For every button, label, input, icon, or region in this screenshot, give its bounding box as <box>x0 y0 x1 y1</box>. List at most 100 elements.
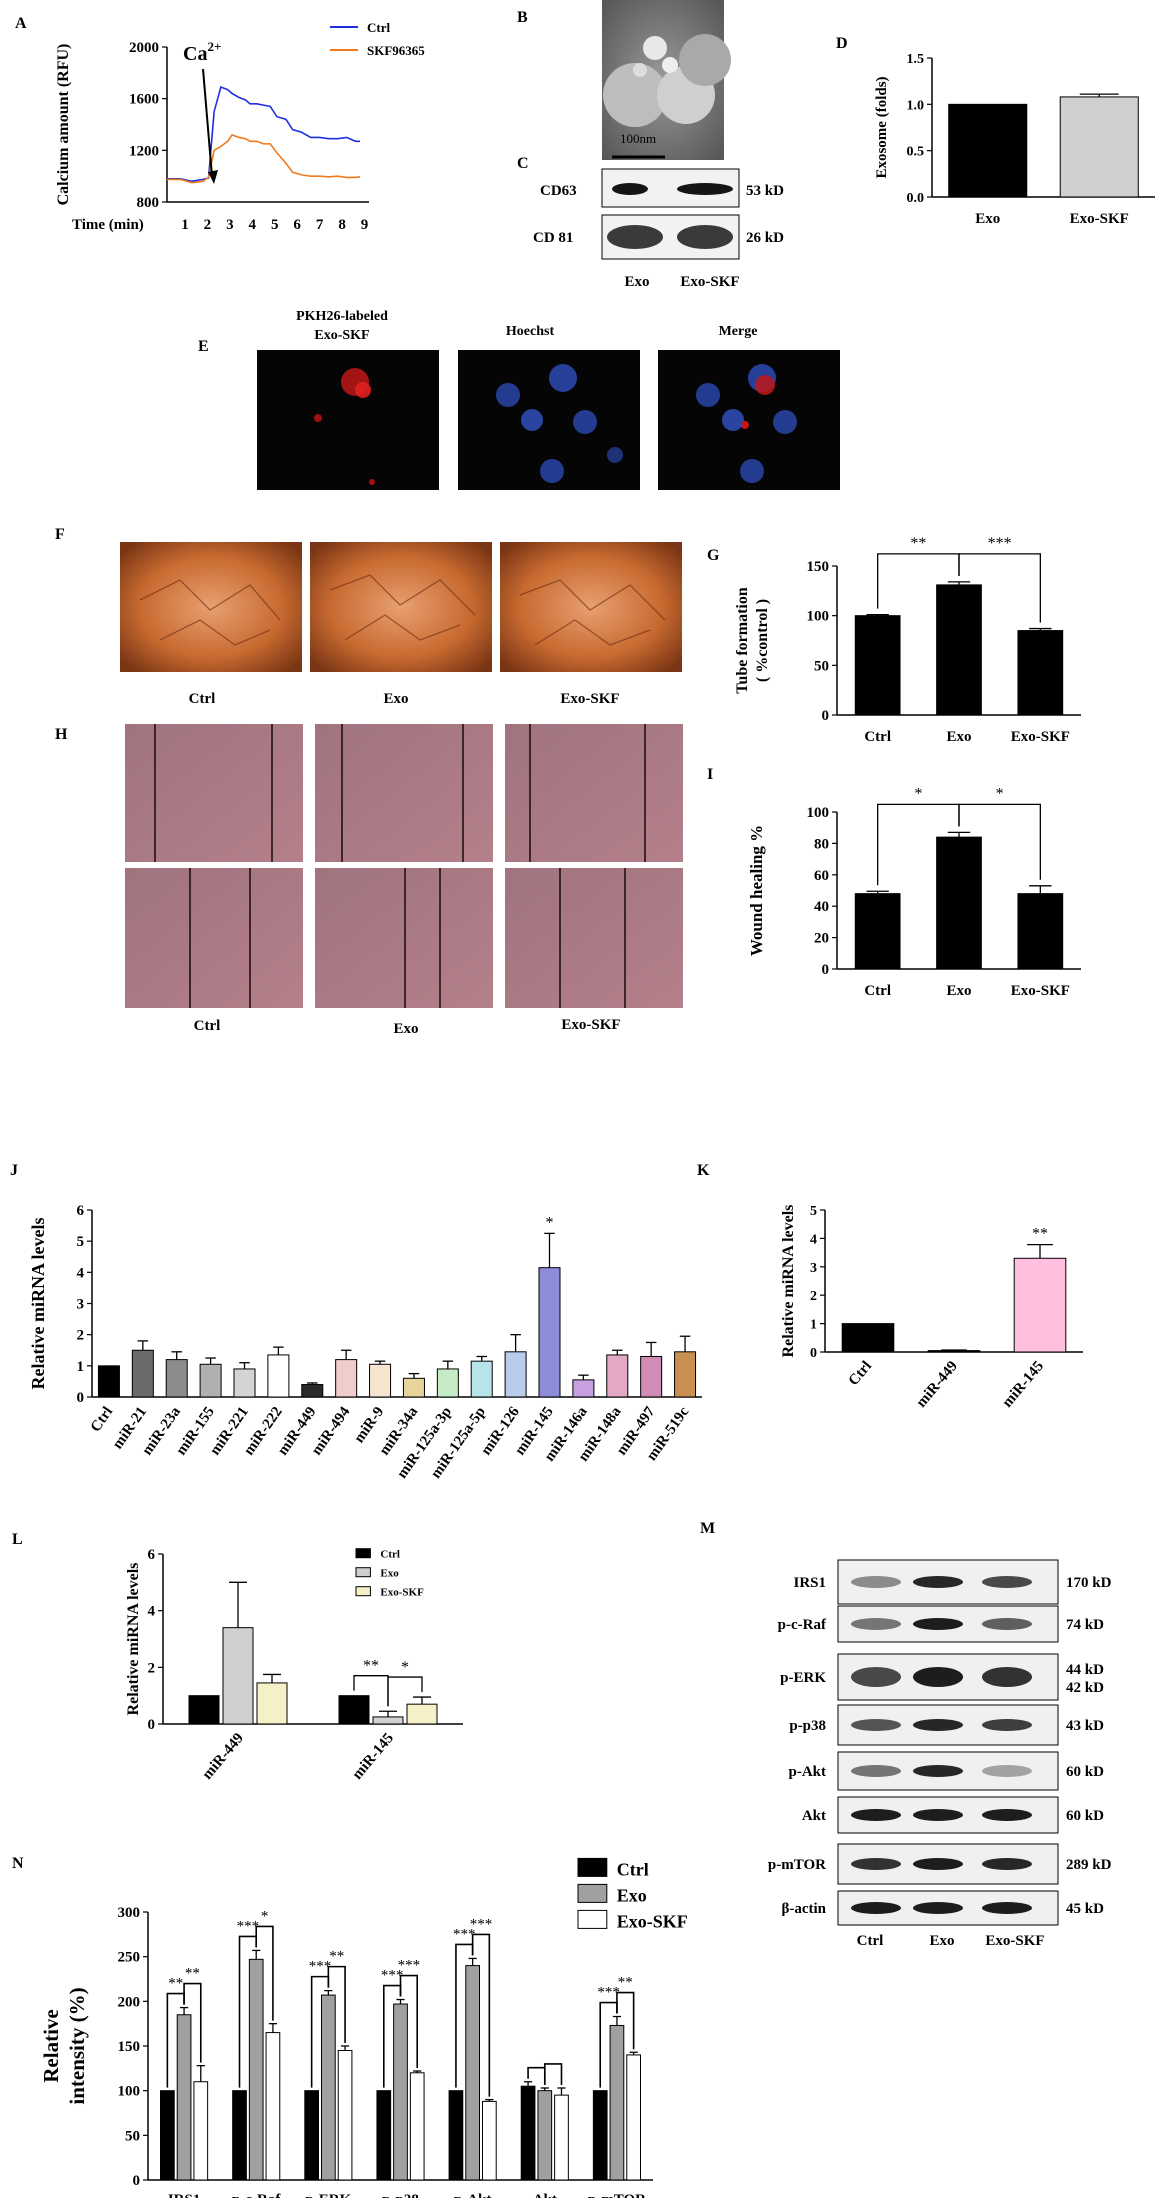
x-tick-label: Exo <box>975 211 1000 227</box>
bar-mir-449-exo <box>222 1627 254 1725</box>
blot-m-band <box>982 1618 1032 1630</box>
y-tick-label: 4 <box>77 1265 85 1281</box>
y-tick-label: 1.0 <box>907 98 925 113</box>
e-title-pkh26: PKH26-labeled <box>296 309 388 324</box>
bar-ctrl <box>854 615 901 716</box>
bar-exo <box>936 584 982 716</box>
blot-m-band <box>982 1809 1032 1821</box>
panel-letter-k: K <box>697 1162 710 1179</box>
y-tick-label: 250 <box>118 1950 141 1966</box>
bar-mir-221 <box>233 1368 256 1398</box>
bar-p-akt-exo-skf <box>481 2100 497 2181</box>
bar-mir-21 <box>131 1349 154 1398</box>
significance-star: * <box>401 1659 409 1676</box>
x-tick-label: miR-449 <box>199 1730 247 1782</box>
y-axis-label: Relative miRNA levels <box>28 1218 48 1390</box>
blot-m-row-label: β-actin <box>781 1901 826 1917</box>
y-tick-label: 50 <box>125 2128 140 2144</box>
panel-letter-m: M <box>700 1520 715 1537</box>
x-tick-label: miR-145 <box>349 1730 397 1782</box>
y-tick-label: 2 <box>148 1660 156 1676</box>
blot-m-row-label: p-c-Raf <box>778 1617 827 1633</box>
y-tick-label: 0 <box>822 708 830 724</box>
y-axis-label: Tube formation <box>734 587 751 694</box>
x-tick-label: 8 <box>338 217 346 233</box>
blot-m-band <box>982 1719 1032 1731</box>
x-tick-label: p-mTOR <box>588 2192 646 2198</box>
bar-p-erk-ctrl <box>304 2090 320 2181</box>
bar-p-c-raf-ctrl <box>232 2090 247 2181</box>
series-line-ctrl <box>167 85 361 183</box>
blot-m-band <box>982 1858 1032 1870</box>
y-tick-label: 1200 <box>129 143 159 159</box>
bar-mir-449-exo-skf <box>256 1682 288 1725</box>
bar-mir-126 <box>504 1351 527 1398</box>
bar-irs1-exo <box>176 2014 192 2181</box>
x-tick-label: Akt <box>533 2192 557 2198</box>
blot-m-band <box>851 1809 901 1821</box>
blot-m-kd-label: 43 kD <box>1066 1718 1104 1734</box>
y-tick-label: 20 <box>814 931 829 947</box>
bar-mir-449 <box>301 1384 324 1398</box>
h-label-ctrl: Ctrl <box>194 1018 221 1034</box>
blot-c-lane-exo-skf: Exo-SKF <box>680 274 739 290</box>
x-tick-label: p-c-Raf <box>232 2192 281 2198</box>
blot-m-row-label: p-mTOR <box>768 1857 826 1873</box>
bar-akt-ctrl <box>520 2085 536 2181</box>
panel-letter-g: G <box>707 547 720 564</box>
legend-swatch <box>577 1909 608 1929</box>
blot-m-band <box>982 1765 1032 1777</box>
y-axis-label: Relative miRNA levels <box>125 1563 142 1716</box>
fluorescence-images <box>257 350 840 490</box>
bar-exo <box>948 103 1028 198</box>
y-tick-label: 100 <box>807 805 830 821</box>
y-tick-label: 0 <box>148 1717 156 1733</box>
legend-label: Exo <box>617 1886 647 1906</box>
x-tick-label: 6 <box>293 217 301 233</box>
bar-p-p38-exo-skf <box>409 2072 425 2181</box>
y-tick-label: 2 <box>810 1289 817 1304</box>
y-tick-label: 5 <box>77 1234 85 1250</box>
significance-star: * <box>996 785 1004 802</box>
blot-m-lane-label: Exo-SKF <box>985 1933 1044 1949</box>
y-axis-label: Wound healing % <box>747 825 766 956</box>
x-tick-label: 1 <box>181 217 189 233</box>
y-tick-label: 200 <box>118 1994 141 2010</box>
e-title-hoechst: Hoechst <box>506 324 555 339</box>
blot-m-band <box>982 1576 1032 1588</box>
blot-m-band <box>851 1667 901 1687</box>
bar-mir-519c <box>674 1351 697 1398</box>
y-axis-label: Relative miRNA levels <box>780 1205 797 1358</box>
blot-c-lane-exo: Exo <box>624 274 649 290</box>
significance-star: * <box>261 1908 269 1924</box>
blot-m-band <box>913 1618 963 1630</box>
y-tick-label: 2000 <box>129 40 159 56</box>
panel-letter-l: L <box>12 1531 23 1548</box>
significance-star: ** <box>1032 1226 1048 1243</box>
significance-star: ** <box>329 1949 344 1965</box>
x-tick-label: p-ERK <box>305 2192 351 2198</box>
y-tick-label: 100 <box>807 609 830 625</box>
x-tick-label: p-Akt <box>454 2192 492 2198</box>
annotation-arrow <box>202 68 213 177</box>
bar-mir-449 <box>927 1350 981 1353</box>
y-tick-label: 300 <box>118 1905 141 1921</box>
y-tick-label: 4 <box>810 1232 817 1247</box>
chart-a-calcium-line: 800 1200 1600 2000 Calcium amount (RFU) 1 2 3 4 5… <box>55 20 425 233</box>
blot-m-kd-label: 60 kD <box>1066 1808 1104 1824</box>
chart-l-mirna-grouped: 0 2 4 6 Relative miRNA levels miR-449 miR-145 C… <box>125 1547 463 1783</box>
blot-m-band <box>913 1667 963 1687</box>
chart-d-exosome-bar: 0.0 0.5 1.0 1.5 Exosome (folds) Exo Exo-SKF <box>874 52 1155 227</box>
bar-mir-494 <box>335 1359 358 1398</box>
x-tick-label: Exo <box>946 729 971 745</box>
bar-ctrl <box>841 1323 895 1353</box>
panel-letter-a: A <box>15 15 27 32</box>
bar-mir-145-exo <box>372 1716 404 1725</box>
panel-letter-i: I <box>707 766 713 783</box>
f-label-exo: Exo <box>383 691 408 707</box>
blot-m-band <box>913 1858 963 1870</box>
blot-c <box>601 168 740 260</box>
e-title-exo-skf: Exo-SKF <box>314 328 369 343</box>
significance-star: *** <box>381 1968 404 1984</box>
legend-swatch <box>577 1883 608 1903</box>
